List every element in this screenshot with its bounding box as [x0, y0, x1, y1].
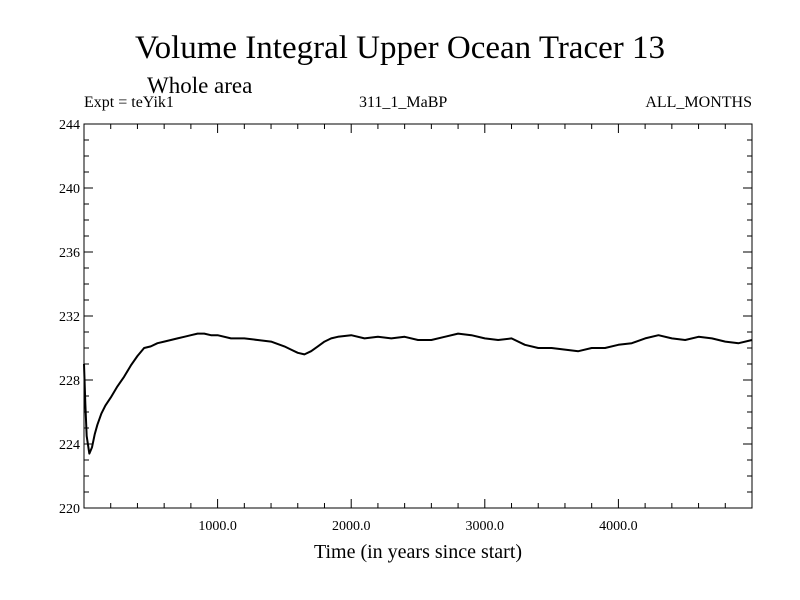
y-tick-label: 224: [59, 438, 80, 453]
y-tick-label: 236: [59, 246, 80, 261]
x-axis-label: Time (in years since start): [313, 541, 523, 563]
y-tick-label: 220: [59, 502, 80, 517]
x-tick-label: 4000.0: [599, 519, 638, 534]
y-tick-label: 228: [59, 374, 80, 389]
chart-subtitle: Whole area: [147, 73, 253, 98]
y-tick-label: 240: [59, 182, 80, 197]
series-layer: [83, 332, 753, 455]
months-label: ALL_MONTHS: [645, 94, 752, 111]
ticks-layer: [84, 123, 752, 509]
run-label: 311_1_MaBP: [359, 94, 448, 111]
x-tick-label: 3000.0: [466, 519, 505, 534]
chart-title: Volume Integral Upper Ocean Tracer 13: [135, 30, 665, 66]
x-tick-label: 2000.0: [332, 519, 371, 534]
plot-frame: [83, 123, 753, 509]
y-tick-label: 232: [59, 310, 80, 325]
x-tick-label: 1000.0: [198, 519, 237, 534]
labels-layer: 220 224 228 232 236 240 244 1000.0 2000.0 3000.0 4…: [59, 118, 638, 534]
series-line: [83, 332, 753, 455]
y-tick-label: 244: [59, 118, 80, 133]
experiment-label: Expt = teYik1: [84, 94, 174, 111]
